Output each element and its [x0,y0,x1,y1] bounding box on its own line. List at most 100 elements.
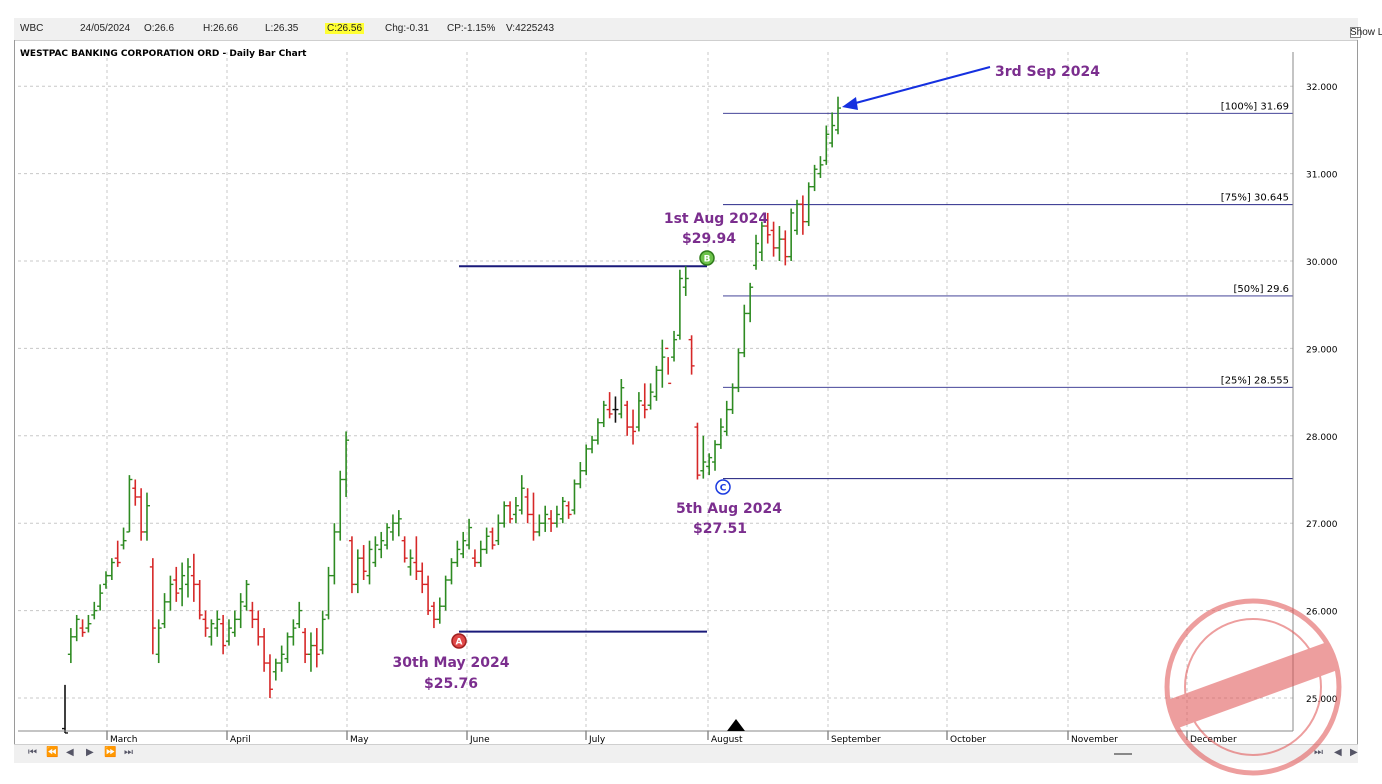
target-date-label: 3rd Sep 2024 [995,64,1100,80]
price-bar [91,601,98,620]
price-bar [495,514,502,546]
fib-level-label: [75%] 30.645 [1221,193,1289,204]
x-tick-label: October [950,735,986,745]
price-bar [835,96,841,135]
price-bar [337,470,344,541]
price-bar [466,518,473,550]
price-bar [776,226,783,261]
last-icon[interactable]: ⏭ [124,747,133,758]
swing-marker-letter: B [704,255,711,265]
price-bar [688,335,695,375]
price-bar [343,431,350,497]
price-bar [764,212,771,244]
low-label: L:26.35 [265,23,299,34]
step-forward-icon-2[interactable]: ▶ [1350,747,1358,758]
price-bar [530,492,537,541]
price-bar [436,597,443,624]
price-bar [378,531,385,559]
price-bar [220,614,227,655]
price-bar [811,164,818,192]
y-tick-label: 32.000 [1306,83,1338,93]
x-tick-label: September [831,735,881,745]
fib-levels: [100%] 31.69 [75%] 30.645 [50%] 29.6 [25%] … [459,101,1293,633]
price-bar [729,383,736,414]
x-tick-label: May [350,735,369,745]
price-bar [184,558,191,598]
price-bar [138,488,145,541]
price-bar [717,418,724,449]
price-bar [665,347,672,385]
price-bar [430,601,437,629]
swing-b-marker-icon [699,250,715,266]
price-bar [694,422,701,480]
price-bar [67,628,74,664]
price-bar [501,501,508,528]
price-bar [389,514,396,541]
price-bar [489,527,496,550]
price-bar [758,221,765,261]
price-bar [571,479,578,515]
price-bar [536,514,543,537]
x-tick-label: December [1190,735,1237,745]
price-bar [606,392,613,419]
price-bar [483,527,490,554]
price-bar [553,505,560,528]
price-bar [600,400,607,428]
price-bar [319,610,326,655]
price-bar [641,383,648,419]
price-bar [817,156,824,178]
x-axis: March April May June July August September Octo… [18,719,1293,745]
quote-header: WBC 24/05/2024 O:26.6 H:26.66 L:26.35 C:… [14,18,1382,41]
high-label: H:26.66 [203,23,239,34]
scroll-thumb[interactable] [1114,753,1132,755]
y-tick-label: 31.000 [1306,171,1338,181]
price-bar [788,208,795,261]
step-back-icon-2[interactable]: ◀ [1334,747,1342,758]
change-pct-label: CP:-1.15% [447,23,496,34]
y-axis: 25.000 26.000 27.000 28.000 29.000 30.000 31.0… [1292,52,1338,731]
price-bar [167,575,174,611]
price-bar [290,619,297,646]
price-bar [741,304,748,358]
price-bar [524,488,531,524]
show-last-checkbox[interactable] [1350,27,1361,38]
rewind-fast-icon[interactable]: ⏪ [46,747,59,758]
price-bar [302,628,309,664]
price-bar [266,654,273,698]
swing-date-label: 1st Aug 2024 [664,211,769,227]
price-bar [565,501,572,519]
x-tick-label: August [711,735,743,745]
price-bar [202,610,209,637]
price-bar [507,501,514,524]
swing-price-label: $29.94 [682,231,736,247]
first-icon[interactable]: ⏮ [28,747,37,758]
swing-date-label: 5th Aug 2024 [676,501,782,517]
price-bar [630,409,637,445]
x-tick-label: November [1071,735,1118,745]
swing-c-marker-icon [715,479,731,495]
volume-label: V:4225243 [506,23,555,34]
price-bar [243,580,250,611]
last-icon-2[interactable]: ⏭ [1314,747,1323,758]
price-bar [284,632,291,664]
swing-marker-letter: C [720,484,727,494]
step-back-icon[interactable]: ◀ [66,747,74,758]
price-bar [559,496,566,524]
price-bar [647,383,654,410]
price-bar [653,365,660,401]
price-bar [348,536,355,594]
price-bar [442,575,449,611]
price-bar [612,396,619,423]
price-bar [149,558,156,655]
y-tick-label: 28.000 [1306,433,1338,443]
fib-level-label: [50%] 29.6 [1234,284,1289,295]
price-bar [108,558,115,581]
price-bar [682,266,689,296]
protected-image-stamp-icon [1164,598,1342,776]
price-bar [395,510,402,537]
step-forward-icon[interactable]: ▶ [86,747,94,758]
forward-fast-icon[interactable]: ⏩ [104,747,117,758]
x-tick-label: April [230,735,251,745]
price-bars [62,96,841,734]
price-bar [448,558,455,585]
